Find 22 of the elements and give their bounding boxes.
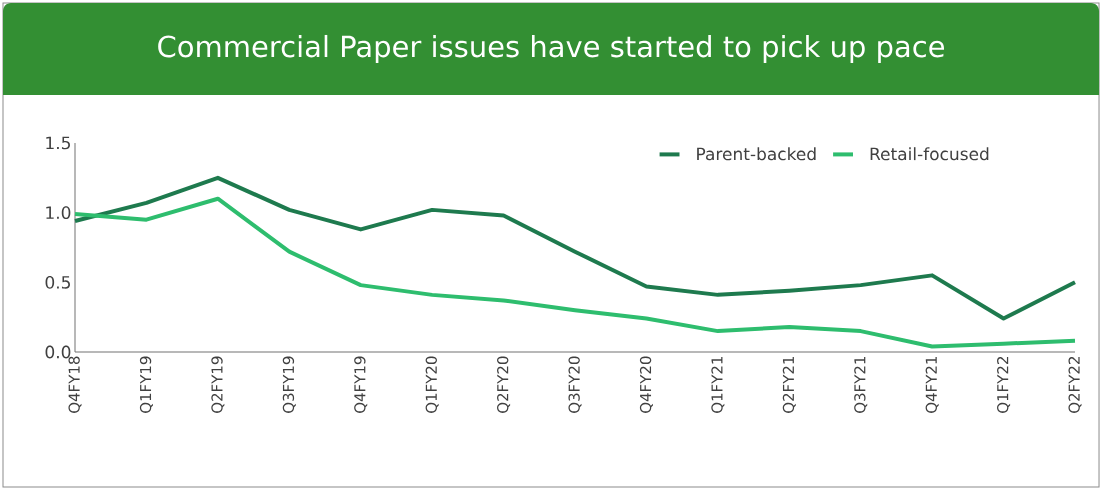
legend-label: Retail-focused	[870, 147, 989, 161]
y-tick-label: 0.5	[45, 275, 70, 289]
legend-label: Parent-backed	[697, 147, 816, 161]
x-tick-label: Q2FY22	[1068, 357, 1082, 413]
y-tick-label: 1.0	[46, 206, 71, 220]
x-tick-label: Q2FY21	[782, 356, 796, 413]
x-tick-label: Q2FY19	[211, 356, 225, 413]
line-series	[73, 196, 1078, 349]
x-tick-label: Q1FY20	[425, 356, 439, 413]
x-tick-label: Q1FY22	[997, 357, 1011, 413]
x-tick-label: Q4FY19	[354, 356, 368, 413]
y-tick-label: 1.5	[46, 136, 70, 150]
x-tick-label: Q1FY21	[711, 356, 725, 413]
line-series	[73, 175, 1078, 321]
chart-title: Commercial Paper issues have started to pick up pace	[158, 34, 944, 64]
x-tick-label: Q4FY21	[925, 356, 939, 413]
x-tick-label: Q2FY20	[497, 356, 511, 413]
x-tick-label: Q1FY19	[139, 356, 153, 413]
x-tick-label: Q3FY19	[282, 356, 296, 413]
x-tick-label: Q3FY20	[568, 356, 582, 413]
x-tick-label: Q4FY20	[639, 356, 653, 413]
x-tick-label: Q3FY21	[854, 356, 868, 413]
